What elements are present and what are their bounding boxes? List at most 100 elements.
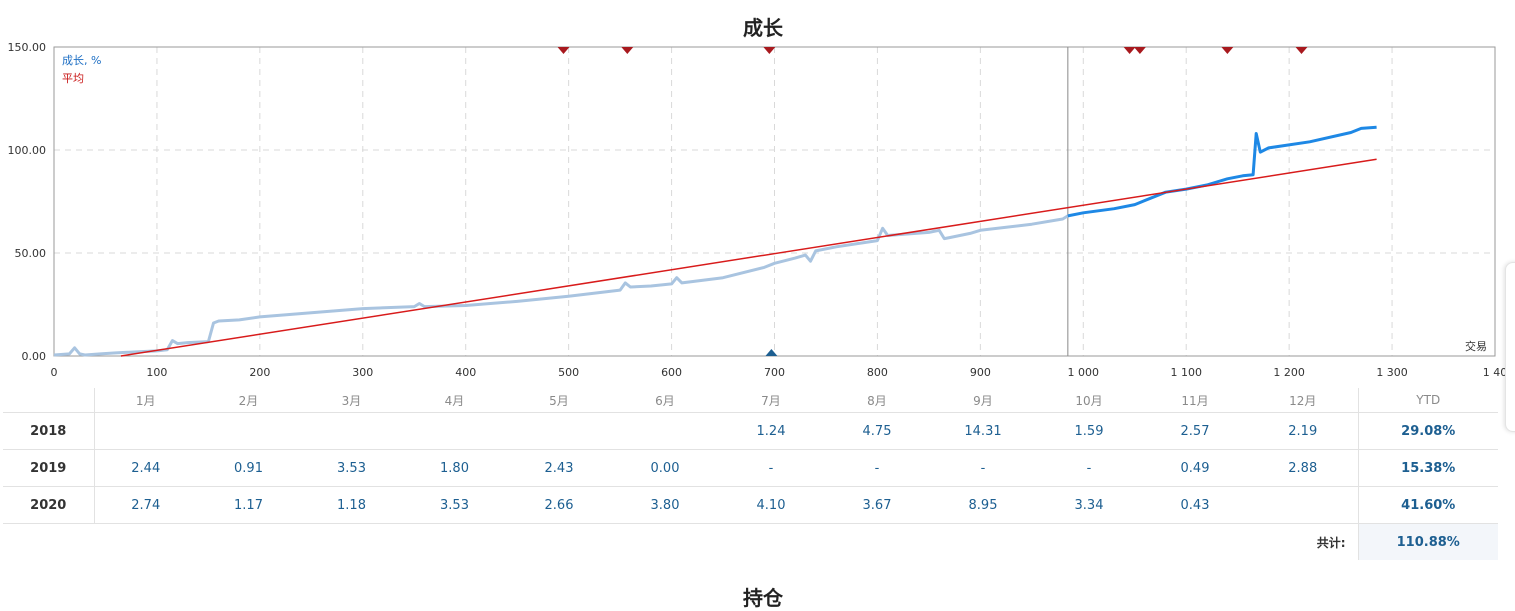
legend-growth: 成长, % (62, 54, 101, 67)
x-tick-label: 800 (867, 366, 888, 379)
x-tick-label: 0 (51, 366, 58, 379)
side-panel-tab[interactable] (1505, 262, 1515, 432)
year-cell: 2020 (3, 486, 95, 524)
month-value-cell: - (824, 449, 930, 487)
total-value: 110.88% (1357, 523, 1498, 560)
month-header: 1月 (94, 388, 197, 413)
month-value-cell: 3.80 (612, 486, 718, 524)
y-tick-label: 100.00 (8, 144, 47, 157)
month-value-cell: 0.91 (197, 449, 300, 487)
month-value-cell: 3.53 (300, 449, 403, 487)
average-line (120, 158, 1377, 357)
month-header: 2月 (197, 388, 300, 413)
month-value-cell: 2.74 (94, 486, 197, 524)
month-value-cell: - (718, 449, 824, 487)
ytd-header: YTD (1357, 388, 1498, 413)
month-header: 3月 (300, 388, 403, 413)
x-tick-label: 300 (352, 366, 373, 379)
month-value-cell: 4.10 (718, 486, 824, 524)
y-tick-label: 50.00 (15, 247, 47, 260)
total-label: 共计: (1316, 535, 1346, 550)
month-value-cell (300, 412, 403, 450)
total-row: 共计: 110.88% (3, 523, 1498, 560)
month-value-cell: 2.57 (1142, 412, 1248, 450)
x-tick-label: 1 300 (1376, 366, 1408, 379)
next-section-title: 持仓 (743, 586, 783, 610)
month-value-cell: 2.44 (94, 449, 197, 487)
month-header: 5月 (506, 388, 612, 413)
month-value-cell: 1.18 (300, 486, 403, 524)
month-value-cell: 1.59 (1036, 412, 1142, 450)
month-value-cell: 2.43 (506, 449, 612, 487)
month-header: 10月 (1036, 388, 1142, 413)
top-deal-marker[interactable] (1295, 47, 1308, 54)
month-header: 4月 (403, 388, 506, 413)
month-value-cell: 3.67 (824, 486, 930, 524)
month-value-cell (1248, 486, 1358, 524)
month-value-cell: 14.31 (930, 412, 1036, 450)
series-lines (53, 125, 1377, 357)
x-tick-label: 500 (558, 366, 579, 379)
x-axis-ticks: 0 100 200 300 400 500 600 700 800 900 1 000 1 100 1 … (51, 366, 1508, 379)
y-axis-ticks: 0.00 50.00 100.00 150.00 (8, 41, 47, 363)
grid-lines (54, 47, 1495, 356)
top-deal-marker[interactable] (557, 47, 570, 54)
month-value-cell (506, 412, 612, 450)
month-header: 8月 (824, 388, 930, 413)
top-deal-marker[interactable] (1133, 47, 1146, 54)
x-tick-label: 1 100 (1170, 366, 1202, 379)
x-tick-label: 1 000 (1068, 366, 1100, 379)
y-tick-label: 150.00 (8, 41, 47, 54)
top-deal-marker[interactable] (763, 47, 776, 54)
x-tick-label: 1 40 (1483, 366, 1508, 379)
table-row: 2018 1.24 4.75 14.31 1.59 2.57 2.19 29.0… (3, 412, 1498, 450)
x-tick-label: 600 (661, 366, 682, 379)
ytd-value-cell: 41.60% (1357, 486, 1498, 524)
month-value-cell (197, 412, 300, 450)
chart-title: 成长 (743, 16, 783, 40)
month-value-cell: 2.66 (506, 486, 612, 524)
month-value-cell: 2.19 (1248, 412, 1358, 450)
table-row: 2020 2.74 1.17 1.18 3.53 2.66 3.80 4.10 … (3, 486, 1498, 524)
growth-line-current (1067, 125, 1377, 218)
x-tick-label: 200 (249, 366, 270, 379)
month-value-cell: 1.80 (403, 449, 506, 487)
month-value-cell (403, 412, 506, 450)
month-header: 7月 (718, 388, 824, 413)
legend-average: 平均 (62, 72, 84, 85)
growth-chart: 0 100 200 300 400 500 600 700 800 900 1 000 1 100 1 … (8, 41, 1508, 379)
month-value-cell: 4.75 (824, 412, 930, 450)
month-value-cell: 3.53 (403, 486, 506, 524)
top-deal-marker[interactable] (1221, 47, 1234, 54)
x-tick-label: 900 (970, 366, 991, 379)
month-value-cell: 0.49 (1142, 449, 1248, 487)
month-header: 9月 (930, 388, 1036, 413)
table-header-row: 1月 2月 3月 4月 5月 6月 7月 8月 9月 10月 11月 12月 Y… (3, 388, 1498, 413)
month-value-cell: - (930, 449, 1036, 487)
growth-line-past (53, 214, 1069, 357)
month-header: 12月 (1248, 388, 1358, 413)
y-tick-label: 0.00 (22, 350, 47, 363)
month-value-cell: 3.34 (1036, 486, 1142, 524)
x-tick-label: 100 (146, 366, 167, 379)
month-value-cell (612, 412, 718, 450)
month-value-cell: 0.00 (612, 449, 718, 487)
month-value-cell: 8.95 (930, 486, 1036, 524)
x-tick-label: 700 (764, 366, 785, 379)
ytd-value-cell: 29.08% (1357, 412, 1498, 450)
month-value-cell: 1.24 (718, 412, 824, 450)
month-header: 6月 (612, 388, 718, 413)
x-tick-label: 400 (455, 366, 476, 379)
top-deal-marker[interactable] (1123, 47, 1136, 54)
x-tick-label: 1 200 (1273, 366, 1305, 379)
month-value-cell: - (1036, 449, 1142, 487)
table-corner-cell (3, 388, 95, 413)
bottom-deal-marker[interactable] (765, 349, 778, 356)
year-cell: 2018 (3, 412, 95, 450)
month-header: 11月 (1142, 388, 1248, 413)
ytd-value-cell: 15.38% (1357, 449, 1498, 487)
month-value-cell: 1.17 (197, 486, 300, 524)
x-axis-label: 交易 (1465, 339, 1487, 353)
deal-markers (557, 47, 1308, 356)
top-deal-marker[interactable] (621, 47, 634, 54)
